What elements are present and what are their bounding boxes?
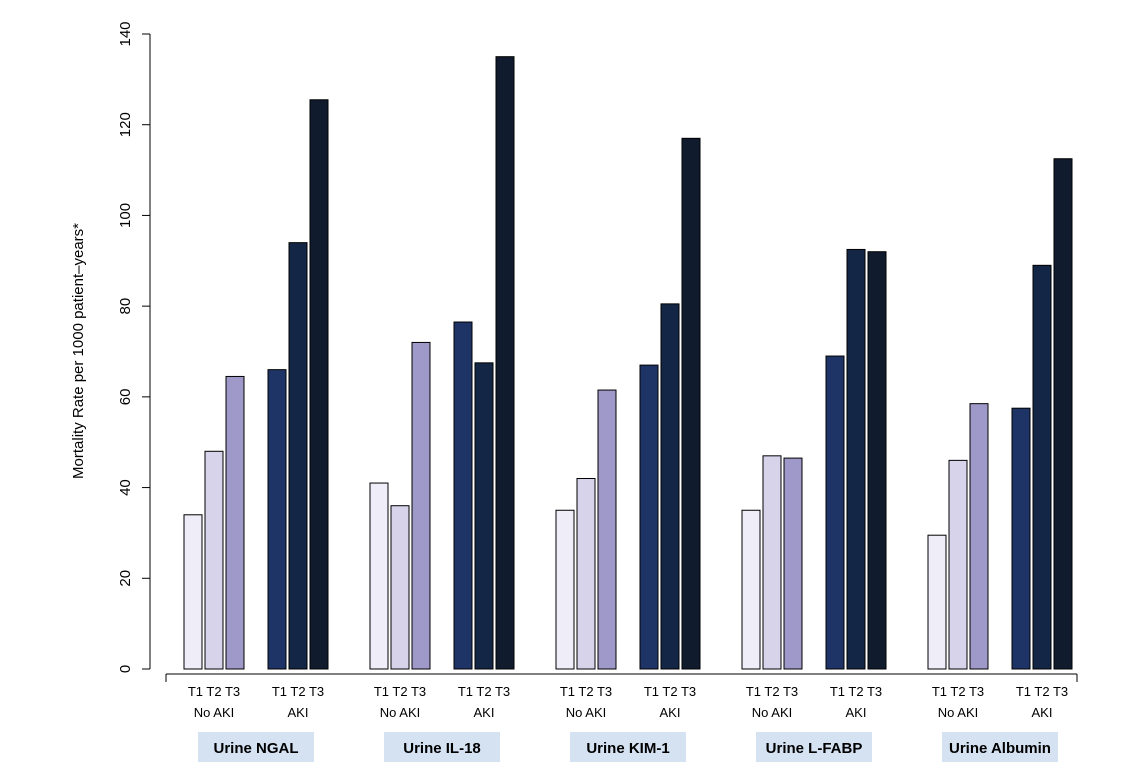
- y-tick-label: 140: [117, 21, 134, 46]
- tertile-label: T1 T2 T3: [830, 684, 882, 699]
- bar-urine-il-18-aki-t3: [495, 56, 515, 670]
- tertile-label: T1 T2 T3: [272, 684, 324, 699]
- tertile-label: T1 T2 T3: [1016, 684, 1068, 699]
- group-label: Urine NGAL: [213, 740, 298, 757]
- bar-urine-il-18-no-aki-t3: [411, 341, 431, 670]
- tertile-label: T1 T2 T3: [188, 684, 240, 699]
- bar-urine-l-fabp-no-aki-t2: [762, 455, 782, 670]
- tertile-label: T1 T2 T3: [746, 684, 798, 699]
- y-tick-label: 20: [117, 570, 134, 587]
- bar-urine-albumin-no-aki-t1: [927, 534, 947, 670]
- tertile-label: T1 T2 T3: [374, 684, 426, 699]
- bars: [183, 56, 1073, 670]
- bar-urine-il-18-no-aki-t1: [369, 482, 389, 670]
- y-tick-label: 40: [117, 479, 134, 496]
- y-tick-label: 120: [117, 112, 134, 137]
- bar-urine-l-fabp-no-aki-t3: [783, 457, 803, 670]
- subgroup-label: No AKI: [752, 705, 792, 720]
- group-label-box: [756, 732, 872, 762]
- y-tick-label: 0: [117, 665, 134, 673]
- group-label: Urine L-FABP: [766, 740, 863, 757]
- bar-urine-ngal-aki-t1: [267, 369, 287, 670]
- group-label-box: [942, 732, 1058, 762]
- bar-urine-kim-1-no-aki-t2: [576, 478, 596, 670]
- subgroup-label: AKI: [1032, 705, 1053, 720]
- bar-urine-kim-1-aki-t2: [660, 303, 680, 670]
- y-axis-label: Mortality Rate per 1000 patient–years*: [70, 223, 87, 479]
- bar-urine-albumin-aki-t3: [1053, 158, 1073, 670]
- bar-urine-kim-1-no-aki-t3: [597, 389, 617, 670]
- group-label: Urine KIM-1: [586, 740, 669, 757]
- bar-urine-ngal-no-aki-t2: [204, 450, 224, 670]
- y-tick-label: 80: [117, 298, 134, 315]
- subgroup-label: AKI: [846, 705, 867, 720]
- bar-urine-il-18-no-aki-t2: [390, 505, 410, 670]
- tertile-label: T1 T2 T3: [932, 684, 984, 699]
- bar-urine-ngal-aki-t2: [288, 242, 308, 670]
- subgroup-label: AKI: [474, 705, 495, 720]
- bar-urine-il-18-aki-t2: [474, 362, 494, 670]
- subgroup-label: AKI: [660, 705, 681, 720]
- bar-urine-ngal-no-aki-t3: [225, 375, 245, 670]
- bar-urine-il-18-aki-t1: [453, 321, 473, 670]
- group-label-box: [384, 732, 500, 762]
- subgroup-label: No AKI: [194, 705, 234, 720]
- group-label: Urine Albumin: [949, 740, 1051, 757]
- group-label-box: [198, 732, 314, 762]
- bar-urine-kim-1-no-aki-t1: [555, 509, 575, 670]
- bar-urine-kim-1-aki-t3: [681, 137, 701, 670]
- bar-urine-albumin-aki-t1: [1011, 407, 1031, 670]
- bar-urine-ngal-no-aki-t1: [183, 514, 203, 670]
- subgroup-label: AKI: [288, 705, 309, 720]
- bar-urine-albumin-no-aki-t3: [969, 403, 989, 670]
- tertile-label: T1 T2 T3: [458, 684, 510, 699]
- y-tick-label: 60: [117, 389, 134, 406]
- tertile-label: T1 T2 T3: [644, 684, 696, 699]
- y-tick-label: 100: [117, 203, 134, 228]
- bar-urine-kim-1-aki-t1: [639, 364, 659, 670]
- subgroup-label: No AKI: [380, 705, 420, 720]
- group-label: Urine IL-18: [403, 740, 481, 757]
- axes: 0 20 40 60 80 100 120 140: [117, 21, 1078, 682]
- subgroup-label: No AKI: [566, 705, 606, 720]
- subgroup-label: No AKI: [938, 705, 978, 720]
- bar-urine-l-fabp-no-aki-t1: [741, 509, 761, 670]
- bar-urine-l-fabp-aki-t2: [846, 248, 866, 670]
- bar-urine-albumin-aki-t2: [1032, 264, 1052, 670]
- bar-urine-l-fabp-aki-t3: [867, 251, 887, 670]
- tertile-label: T1 T2 T3: [560, 684, 612, 699]
- group-label-box: [570, 732, 686, 762]
- category-labels: T1 T2 T3 No AKI T1 T2 T3 AKI Urine NGAL T1 T2…: [188, 684, 1068, 762]
- bar-urine-albumin-no-aki-t2: [948, 459, 968, 670]
- bar-urine-ngal-aki-t3: [309, 99, 329, 670]
- bar-urine-l-fabp-aki-t1: [825, 355, 845, 670]
